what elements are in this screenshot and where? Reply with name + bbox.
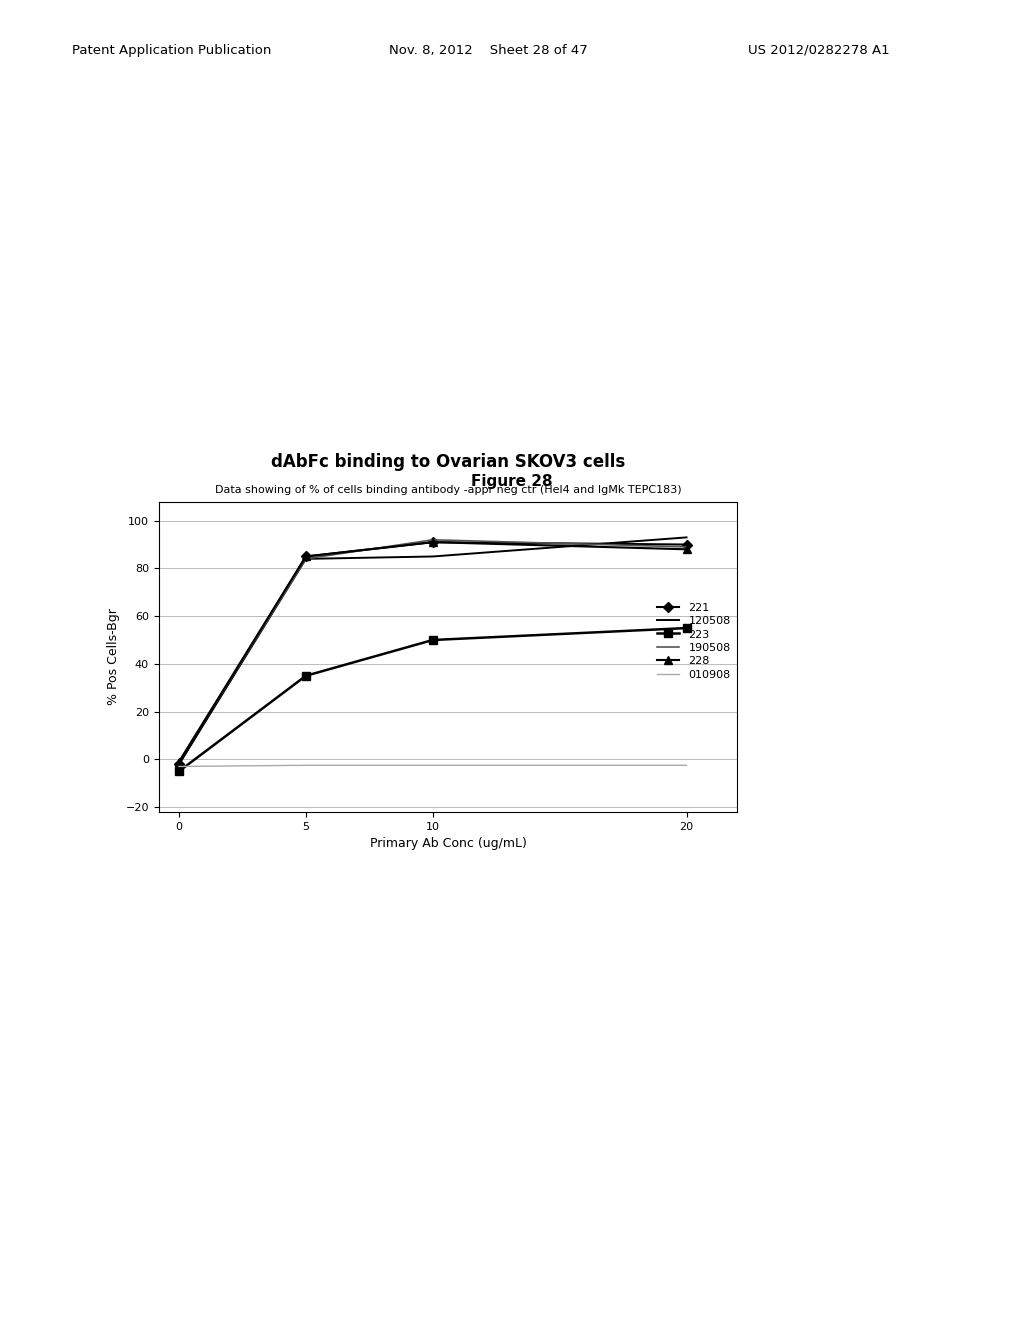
- 228: [680, 541, 692, 557]
- Text: US 2012/0282278 A1: US 2012/0282278 A1: [748, 44, 889, 57]
- 221: [300, 549, 312, 565]
- 223: [680, 620, 692, 636]
- 120508: [427, 549, 439, 565]
- 190508: [300, 550, 312, 566]
- 228: [300, 549, 312, 565]
- Text: Data showing of % of cells binding antibody -appr neg ctr (Hel4 and IgMk TEPC183: Data showing of % of cells binding antib…: [215, 486, 681, 495]
- 010908: [173, 759, 185, 775]
- 223: [300, 668, 312, 684]
- Text: dAbFc binding to Ovarian SKOV3 cells: dAbFc binding to Ovarian SKOV3 cells: [271, 453, 625, 470]
- 223: [427, 632, 439, 648]
- Line: 223: 223: [175, 624, 691, 775]
- Y-axis label: % Pos Cells-Bgr: % Pos Cells-Bgr: [106, 609, 120, 705]
- Legend: 221, 120508, 223, 190508, 228, 010908: 221, 120508, 223, 190508, 228, 010908: [653, 598, 735, 684]
- Text: Patent Application Publication: Patent Application Publication: [72, 44, 271, 57]
- 010908: [427, 758, 439, 774]
- Line: 221: 221: [175, 539, 690, 767]
- 190508: [173, 754, 185, 770]
- 120508: [300, 550, 312, 566]
- Text: Nov. 8, 2012    Sheet 28 of 47: Nov. 8, 2012 Sheet 28 of 47: [389, 44, 588, 57]
- 190508: [427, 532, 439, 548]
- Line: 190508: 190508: [179, 540, 686, 762]
- 010908: [300, 758, 312, 774]
- 223: [173, 763, 185, 779]
- X-axis label: Primary Ab Conc (ug/mL): Primary Ab Conc (ug/mL): [370, 837, 526, 850]
- 221: [173, 756, 185, 772]
- Line: 120508: 120508: [179, 537, 686, 764]
- 228: [427, 535, 439, 550]
- 190508: [680, 539, 692, 554]
- 221: [427, 535, 439, 550]
- Text: Figure 28: Figure 28: [471, 474, 553, 490]
- 120508: [173, 756, 185, 772]
- Line: 228: 228: [175, 539, 691, 766]
- 221: [680, 537, 692, 553]
- 120508: [680, 529, 692, 545]
- 228: [173, 754, 185, 770]
- 010908: [680, 758, 692, 774]
